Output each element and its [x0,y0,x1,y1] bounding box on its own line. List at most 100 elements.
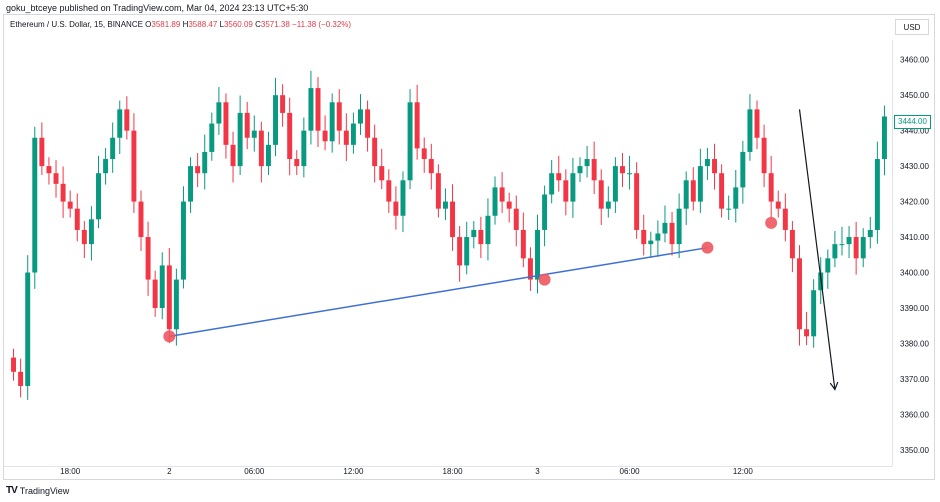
candle-body [39,137,45,167]
candle-body [322,130,328,142]
candle-body [570,173,576,202]
candle-body [853,237,859,259]
candle-body [442,201,448,209]
candle-body [329,102,335,142]
candle-body [471,229,477,238]
candle-body [265,144,271,167]
candle-body [733,187,739,209]
x-tick-label: 06:00 [620,467,641,476]
candle-body [676,208,682,245]
candle-body [832,244,838,259]
candle-body [25,272,31,386]
candle-body [421,148,427,160]
candle-body [782,208,788,230]
candle-body [237,112,243,167]
candle-body [145,237,151,280]
tradingview-logo: TV TradingView [6,485,69,496]
candle-body [365,109,371,138]
candle-body [860,237,866,259]
candle-body [747,109,753,152]
candle-body [53,173,59,184]
candle-body [549,173,555,195]
y-tick-label: 3450.00 [900,91,929,100]
candle-body [648,240,654,245]
price-axis-divider [892,40,893,466]
candle-body [881,116,887,160]
trendline [169,246,708,338]
candle-body [697,166,703,202]
candle-body [32,137,38,273]
y-tick-label: 3400.00 [900,269,929,278]
candle-body [301,130,307,167]
candle-body [74,208,80,230]
candle-body [350,123,356,145]
x-tick-label: 06:00 [244,467,265,476]
tradingview-logo-icon: TV [6,485,18,496]
candle-body [605,201,611,209]
candle-body [81,229,87,245]
candle-body [379,166,385,181]
candle-body [513,208,519,230]
candle-body [124,109,130,131]
candle-body [612,166,618,202]
x-tick-label: 3 [535,467,540,476]
candle-body [506,201,512,209]
x-tick-label: 18:00 [60,467,81,476]
candle-body [428,159,434,174]
candle-body [577,166,583,174]
pivot-marker [538,273,551,286]
candle-body [825,258,831,273]
forecast-arrow-line [798,109,836,390]
candle-body [117,109,123,138]
candle-body [315,88,321,131]
candle-body [407,102,413,181]
candle-body [216,102,222,124]
candle-body [839,244,845,246]
currency-button[interactable]: USD [895,19,929,35]
candle-body [166,265,172,330]
candle-body [372,137,378,167]
forecast-arrow-head [829,381,839,391]
candle-body [591,159,597,181]
candle-body [584,159,590,167]
chart-frame [3,14,935,480]
y-tick-label: 3380.00 [900,339,929,348]
high-value: 3588.47 [188,20,218,29]
candle-body [138,201,144,238]
candle-body [754,109,760,138]
change-value: −11.38 (−0.32%) [292,20,352,29]
candle-body [712,159,718,174]
candle-body [634,173,640,230]
open-label: O [145,20,152,29]
candle-body [874,159,880,230]
candle-body [67,201,73,209]
candle-body [520,229,526,259]
candle-body [768,173,774,202]
candle-body [655,233,661,241]
candle-body [386,180,392,202]
candle-body [159,265,165,308]
x-tick-label: 12:00 [343,467,364,476]
candle-body [400,180,406,216]
candle-body [103,159,109,174]
candle-body [527,258,533,280]
candle-body [435,173,441,209]
y-tick-label: 3410.00 [900,233,929,242]
candle-body [627,173,633,175]
candle-body [775,201,781,209]
candle-body [804,329,810,337]
candle-body [485,215,491,245]
candle-body [287,112,293,160]
y-tick-label: 3430.00 [900,162,929,171]
pivot-marker [701,241,714,254]
candle-body [188,166,194,202]
pivot-marker [765,216,778,229]
candle-body [18,371,24,386]
candle-body [761,137,767,174]
candle-body [704,159,710,167]
low-label: L [219,20,224,29]
candle-body [96,173,101,220]
close-value: 3571.38 [260,20,290,29]
candle-body [598,180,604,209]
